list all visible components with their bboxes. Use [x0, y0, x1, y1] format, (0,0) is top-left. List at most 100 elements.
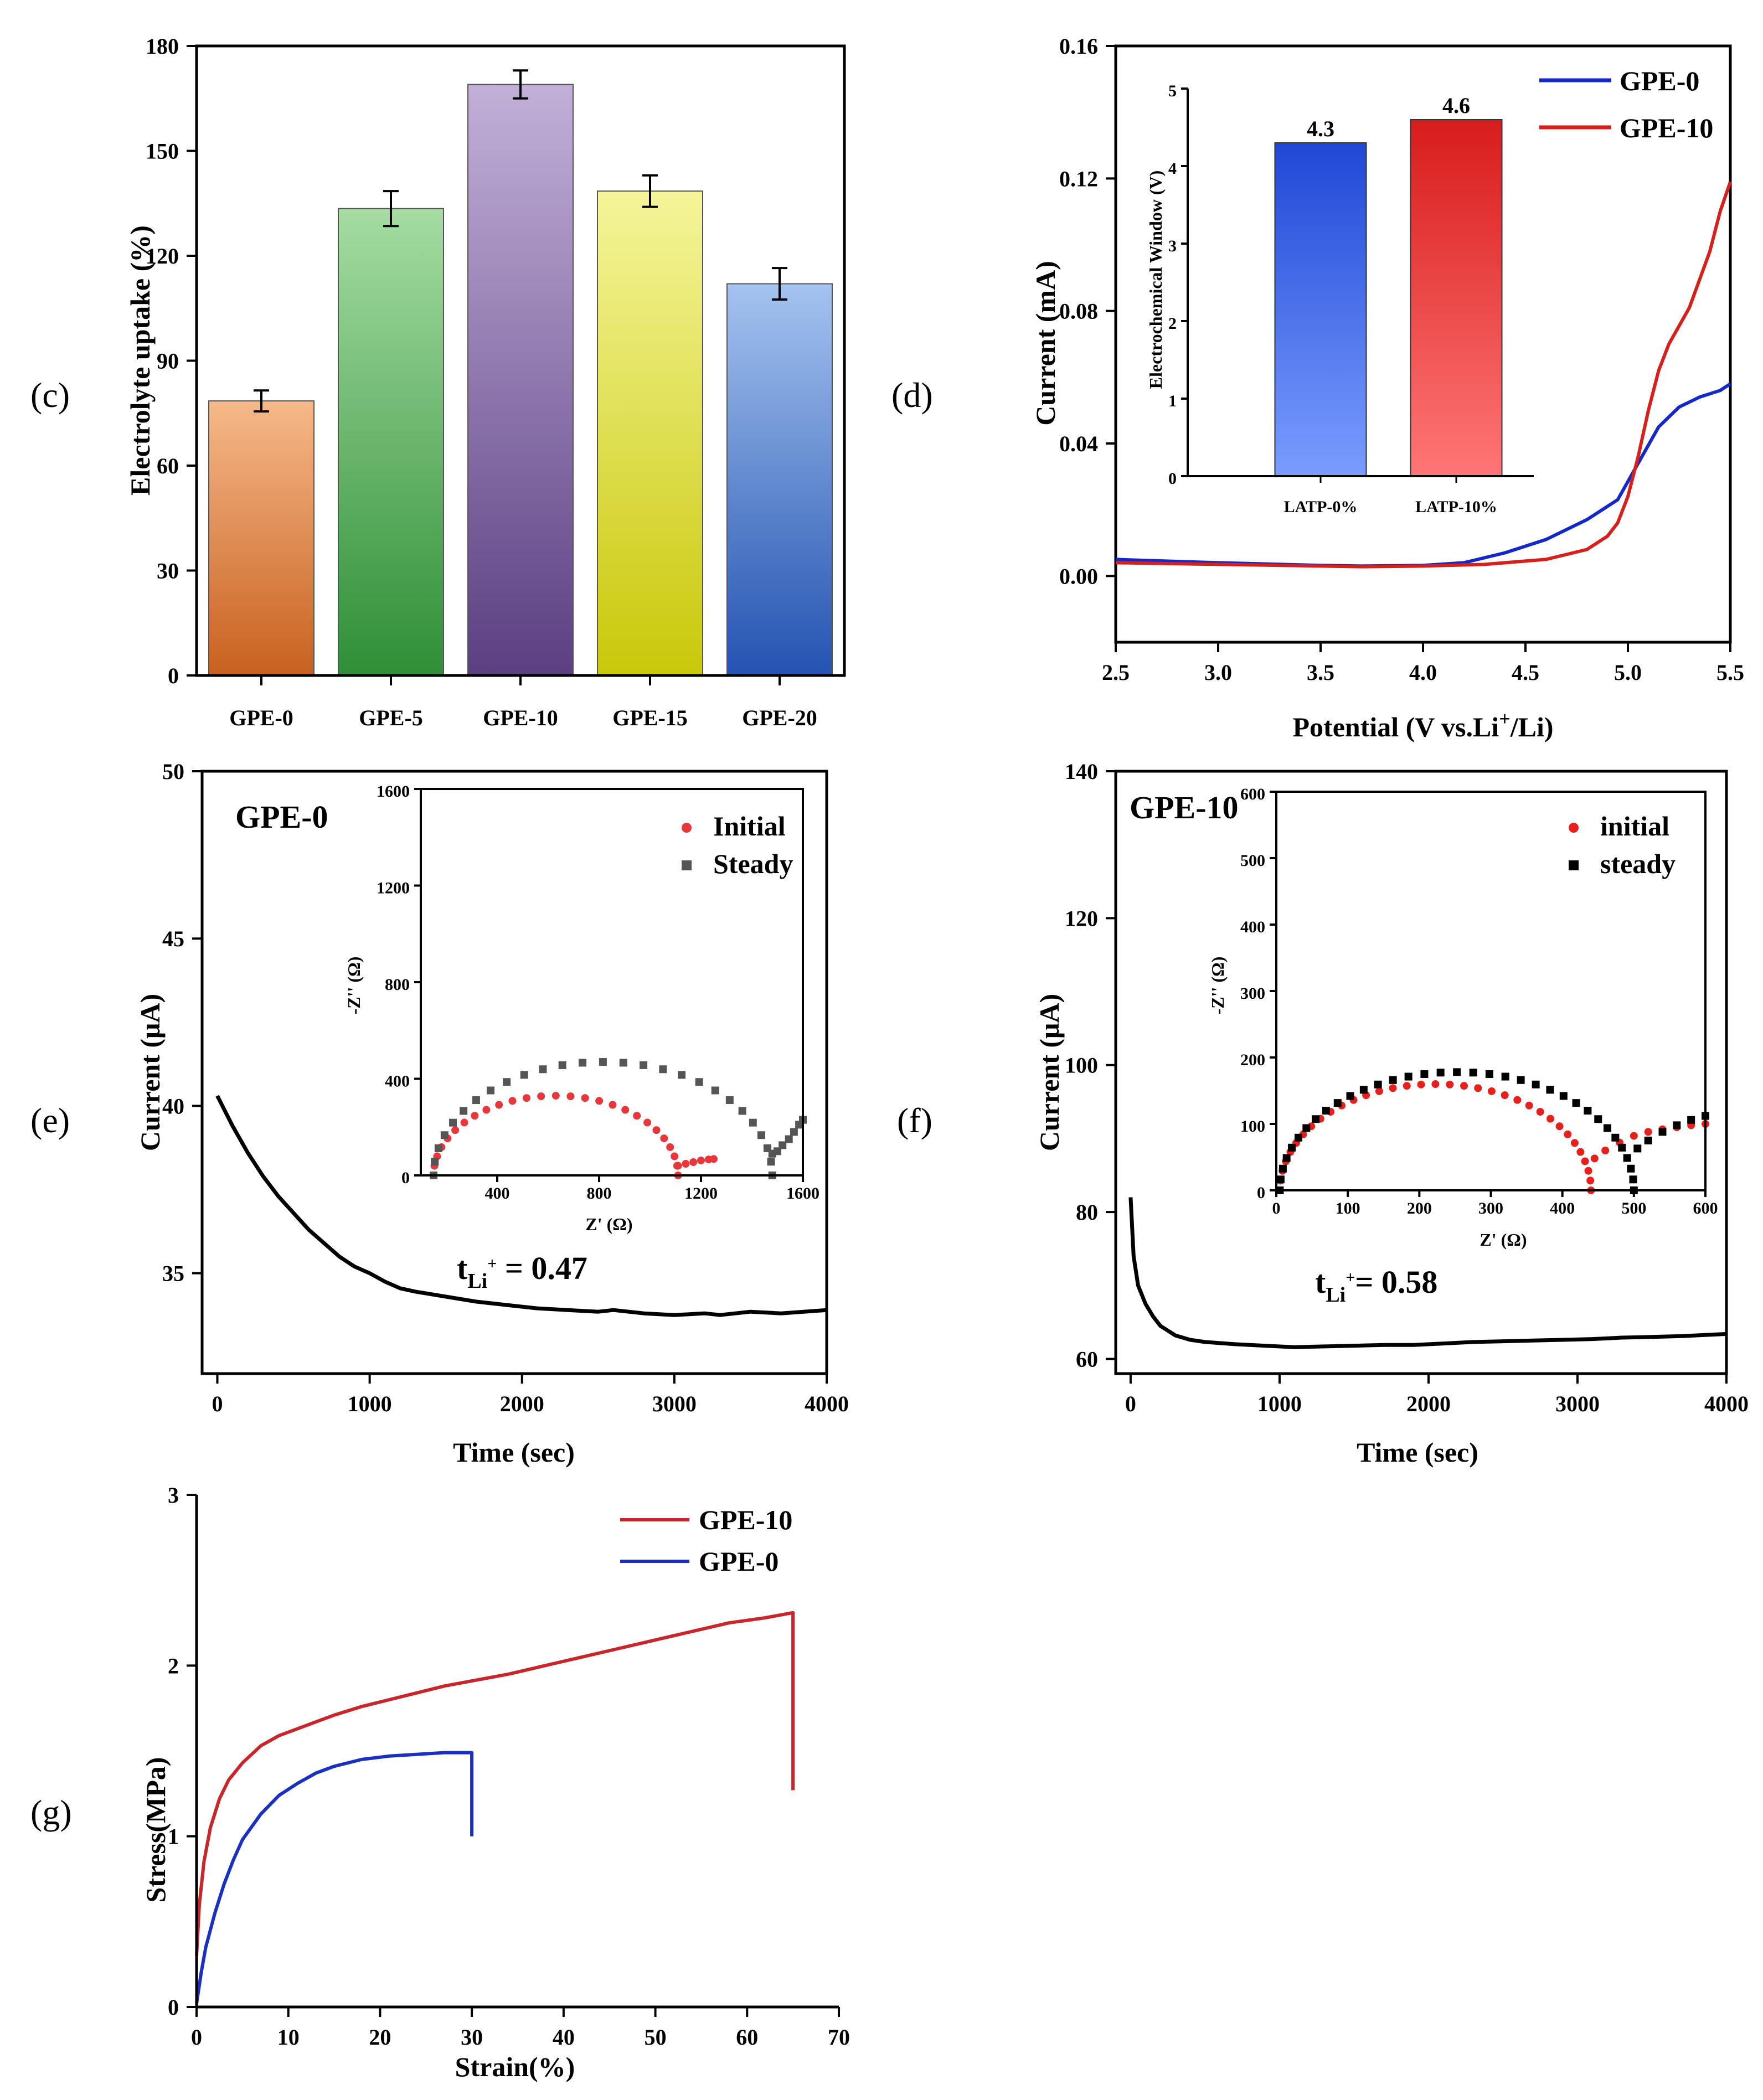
data-point-initial	[1536, 1108, 1544, 1116]
chart-c-ytick-label-4: 120	[146, 244, 179, 269]
data-point-Initial	[609, 1101, 617, 1109]
data-point-Initial	[595, 1097, 604, 1105]
data-point-Initial	[508, 1097, 517, 1105]
data-point-Initial	[710, 1155, 718, 1163]
panel-label-e: (e)	[30, 1101, 70, 1140]
data-point-Initial	[633, 1112, 641, 1120]
data-point-Initial	[551, 1092, 560, 1100]
chart-e-annot-sub: Li	[467, 1270, 487, 1293]
chart-e-inset-xtick-label-2: 1200	[684, 1184, 718, 1203]
chart-d-inset-ytick-label-4: 4	[1168, 159, 1177, 178]
chart-g-xtick-label-3: 30	[461, 2025, 483, 2050]
series-line-GPE-10	[1128, 1197, 1727, 1349]
chart-f-annotation: tLi+= 0.58	[1315, 1264, 1437, 1307]
chart-d-legend: GPE-0 GPE-10	[1539, 65, 1713, 143]
data-point-Steady	[695, 1078, 703, 1086]
chart-e-inset-ylabel: -Z'' (Ω)	[344, 957, 364, 1015]
data-point-Initial	[482, 1106, 491, 1114]
chart-e-ytick-label-0: 35	[162, 1261, 184, 1286]
data-point-initial	[1403, 1082, 1411, 1090]
chart-f-annot-val: = 0.58	[1355, 1264, 1437, 1300]
chart-f-inset: 0 100 200 300 400 500 600 0 100 200 300 400 500 600 -…	[1208, 785, 1718, 1250]
data-point-Initial	[697, 1156, 705, 1164]
data-point-initial	[1564, 1130, 1572, 1138]
chart-d-ytick-label-3: 0.12	[1059, 166, 1098, 191]
data-point-steady	[1584, 1107, 1592, 1115]
chart-e-inset-ytick-label-4: 1600	[377, 782, 410, 801]
data-point-steady	[1623, 1154, 1631, 1162]
chart-d-inset-ytick-label-3: 3	[1168, 237, 1177, 255]
data-point-initial	[1375, 1087, 1383, 1095]
chart-f-ytick-label-3: 120	[1065, 906, 1098, 931]
chart-f-xlabel: Time (sec)	[1357, 1437, 1478, 1468]
data-point-steady	[1611, 1133, 1620, 1142]
data-point-Steady	[779, 1141, 787, 1149]
data-point-Steady	[790, 1128, 798, 1136]
data-point-Initial	[460, 1118, 468, 1127]
data-point-Initial	[660, 1134, 668, 1143]
data-point-Initial	[666, 1143, 674, 1151]
data-point-initial	[1501, 1091, 1509, 1100]
data-point-initial	[1570, 1139, 1579, 1147]
chart-f-xtick-label-3: 3000	[1555, 1391, 1600, 1416]
chart-f-inset-legend: initial steady	[1569, 811, 1676, 879]
chart-e-ytick-label-1: 40	[162, 1093, 184, 1118]
data-point-initial	[1630, 1132, 1638, 1140]
data-point-Steady	[440, 1131, 449, 1139]
data-point-Steady	[539, 1065, 547, 1074]
data-point-steady	[1572, 1099, 1580, 1107]
data-point-initial	[1474, 1084, 1482, 1092]
chart-f-inset-points	[1276, 1068, 1709, 1194]
chart-d-xlabel: Potential (V vs.Li+/Li)	[1293, 708, 1554, 742]
chart-f-inset-xtick-label-0: 0	[1272, 1199, 1281, 1217]
data-point-steady	[1389, 1076, 1397, 1084]
data-point-Steady	[503, 1078, 511, 1086]
xtick-label-GPE-20: GPE-20	[742, 705, 817, 730]
chart-g-ytick-label-0: 0	[168, 1995, 179, 2020]
series-line-GPE-0	[195, 1751, 474, 2004]
chart-f-inset-ylabel: -Z'' (Ω)	[1208, 957, 1228, 1015]
data-point-Initial	[621, 1106, 630, 1114]
data-point-Initial	[682, 1160, 690, 1168]
data-point-steady	[1312, 1115, 1320, 1123]
chart-c-xticks: GPE-0 GPE-5 GPE-10 GPE-15 GPE-20	[229, 675, 817, 730]
legend-label-initial: initial	[1600, 811, 1669, 842]
data-point-Initial	[671, 1152, 679, 1160]
chart-d-inset-ytick-label-0: 0	[1168, 469, 1177, 488]
bar-GPE-5	[338, 208, 444, 677]
data-point-steady	[1501, 1072, 1509, 1081]
legend-marker-initial	[1569, 823, 1579, 833]
xtick-label-GPE-0: GPE-0	[229, 705, 293, 730]
chart-g-xtick-label-0: 0	[191, 2025, 202, 2050]
data-point-Steady	[579, 1059, 587, 1067]
data-point-steady	[1279, 1164, 1287, 1173]
chart-c-bars	[208, 84, 833, 677]
chart-d-yticks: 0.00 0.04 0.08 0.12 0.16	[1059, 34, 1116, 589]
series-line-GPE-10	[1115, 181, 1732, 569]
bar-GPE-10	[467, 84, 574, 677]
chart-f-inset-xtick-label-4: 400	[1550, 1199, 1575, 1217]
chart-f-inset-ytick-label-3: 300	[1240, 984, 1265, 1003]
data-point-initial	[1417, 1080, 1425, 1088]
legend-marker-Initial	[682, 823, 692, 833]
chart-e-ytick-label-3: 50	[162, 759, 184, 784]
data-point-Steady	[640, 1061, 648, 1069]
data-point-steady	[1333, 1099, 1342, 1107]
data-point-Initial	[652, 1126, 661, 1134]
chart-c-errorbars	[254, 69, 787, 413]
chart-d-ytick-label-2: 0.08	[1059, 299, 1098, 324]
chart-f-inset-xtick-label-6: 600	[1693, 1199, 1718, 1217]
data-point-Initial	[522, 1094, 530, 1102]
data-point-initial	[1644, 1128, 1652, 1136]
chart-d-xlabel-sup: +	[1499, 708, 1511, 730]
data-point-steady	[1644, 1137, 1652, 1144]
chart-f-inset-xtick-label-3: 300	[1478, 1199, 1503, 1217]
chart-f-series	[1128, 1197, 1727, 1349]
data-point-steady	[1346, 1092, 1354, 1100]
data-point-initial	[1525, 1101, 1533, 1110]
legend-label-Initial: Initial	[713, 811, 786, 842]
chart-c-ytick-label-1: 30	[157, 559, 179, 584]
data-point-steady	[1420, 1070, 1429, 1079]
data-point-Steady	[774, 1147, 781, 1155]
